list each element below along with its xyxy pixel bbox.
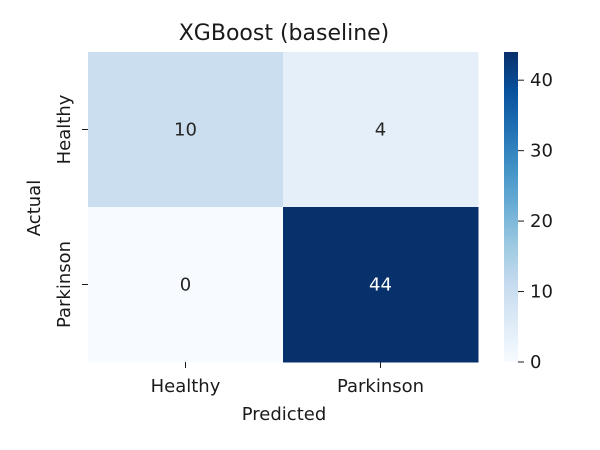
x-tick-label: Healthy xyxy=(151,376,221,397)
y-tick-label: Parkinson xyxy=(54,241,75,328)
x-tick-label: Parkinson xyxy=(337,376,424,397)
colorbar-gradient xyxy=(504,52,518,362)
heatmap-cell-labels: 10 4 0 44 xyxy=(174,120,392,296)
heatmap-cell xyxy=(283,207,479,363)
heatmap-cell-value: 0 xyxy=(180,275,191,296)
heatmap-cell xyxy=(88,52,284,208)
colorbar-tick-label: 0 xyxy=(530,352,541,373)
heatmap-cell xyxy=(283,52,479,208)
chart-title: XGBoost (baseline) xyxy=(179,21,390,46)
y-axis-label: Actual xyxy=(24,180,45,236)
y-axis: Healthy Parkinson Actual xyxy=(24,94,88,328)
colorbar-tick-label: 30 xyxy=(530,141,553,162)
colorbar-tick-label: 20 xyxy=(530,211,553,232)
colorbar-tick-label: 40 xyxy=(530,70,553,91)
heatmap-cell-value: 10 xyxy=(174,120,197,141)
heatmap-cell-value: 44 xyxy=(369,275,392,296)
y-tick-label: Healthy xyxy=(54,94,75,164)
heatmap-cell-value: 4 xyxy=(375,120,386,141)
x-axis-label: Predicted xyxy=(242,404,327,425)
x-axis: Healthy Parkinson Predicted xyxy=(151,362,424,425)
heatmap-cells xyxy=(88,52,479,363)
colorbar: 0 10 20 30 40 xyxy=(504,52,553,373)
colorbar-tick-label: 10 xyxy=(530,282,553,303)
heatmap-cell xyxy=(88,207,284,363)
